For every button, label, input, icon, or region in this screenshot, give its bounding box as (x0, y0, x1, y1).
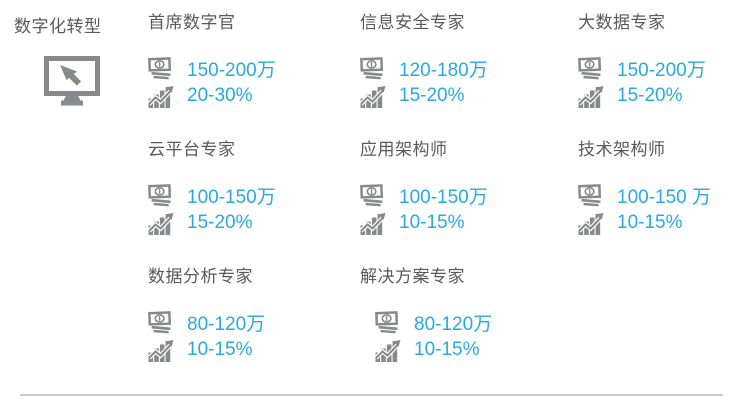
growth-chart-icon (148, 339, 174, 362)
role-title: 首席数字官 (148, 13, 236, 32)
role-stats: 100-150万 15-20% (148, 181, 360, 237)
role-stats: 100-150 万 10-15% (578, 181, 750, 237)
bottom-divider (20, 394, 723, 396)
role-cards-grid: 首席数字官 150-200万 20-30% 信息安全专家 120-180万 (148, 12, 750, 393)
salary-row: 150-200万 (148, 54, 360, 82)
growth-value: 20-30% (187, 85, 253, 106)
growth-chart-icon (360, 212, 386, 235)
salary-value: 100-150 万 (617, 186, 712, 208)
salary-row: 80-120万 (148, 308, 360, 336)
role-card-bigdata: 大数据专家 150-200万 15-20% (578, 12, 750, 139)
role-title: 云平台专家 (148, 140, 236, 159)
growth-value: 10-15% (187, 339, 253, 360)
growth-row: 10-15% (148, 336, 360, 364)
growth-chart-icon (578, 212, 604, 235)
growth-value: 10-15% (414, 339, 480, 360)
role-stats: 100-150万 10-15% (360, 181, 578, 237)
growth-row: 10-15% (360, 209, 578, 237)
role-stats: 150-200万 15-20% (578, 54, 750, 110)
salary-row: 100-150 万 (578, 181, 750, 209)
role-card-cdo: 首席数字官 150-200万 20-30% (148, 12, 360, 139)
growth-row: 15-20% (148, 209, 360, 237)
role-stats: 150-200万 20-30% (148, 54, 360, 110)
banknotes-icon (375, 311, 401, 334)
role-title: 信息安全专家 (360, 13, 465, 32)
salary-row: 120-180万 (360, 54, 578, 82)
growth-row: 10-15% (578, 209, 750, 237)
salary-row: 100-150万 (148, 181, 360, 209)
salary-value: 150-200万 (617, 59, 706, 81)
banknotes-icon (148, 57, 174, 80)
role-title: 数据分析专家 (148, 267, 253, 286)
category-block: 数字化转型 (14, 12, 144, 37)
growth-row: 15-20% (360, 82, 578, 110)
banknotes-icon (148, 311, 174, 334)
monitor-cursor-icon (44, 56, 100, 106)
role-card-infosec: 信息安全专家 120-180万 15-20% (360, 12, 578, 139)
banknotes-icon (360, 184, 386, 207)
growth-value: 10-15% (617, 212, 683, 233)
salary-row: 150-200万 (578, 54, 750, 82)
growth-chart-icon (360, 85, 386, 108)
growth-row: 15-20% (578, 82, 750, 110)
salary-value: 100-150万 (187, 186, 276, 208)
salary-value: 120-180万 (399, 59, 488, 81)
role-stats: 120-180万 15-20% (360, 54, 578, 110)
salary-value: 100-150万 (399, 186, 488, 208)
salary-value: 150-200万 (187, 59, 276, 81)
role-card-cloud: 云平台专家 100-150万 15-20% (148, 139, 360, 266)
growth-value: 10-15% (399, 212, 465, 233)
role-title: 技术架构师 (578, 140, 666, 159)
role-card-solution: 解决方案专家 80-120万 10-15% (360, 266, 578, 393)
banknotes-icon (148, 184, 174, 207)
role-card-tech-architect: 技术架构师 100-150 万 10-15% (578, 139, 750, 266)
category-title: 数字化转型 (14, 17, 102, 36)
salary-value: 80-120万 (187, 313, 266, 335)
growth-chart-icon (148, 212, 174, 235)
role-title: 解决方案专家 (360, 267, 465, 286)
role-title: 大数据专家 (578, 13, 666, 32)
growth-chart-icon (578, 85, 604, 108)
growth-row: 20-30% (148, 82, 360, 110)
salary-row: 80-120万 (375, 308, 578, 336)
role-stats: 80-120万 10-15% (375, 308, 578, 364)
growth-chart-icon (375, 339, 401, 362)
role-stats: 80-120万 10-15% (148, 308, 360, 364)
salary-row: 100-150万 (360, 181, 578, 209)
growth-value: 15-20% (187, 212, 253, 233)
role-card-app-architect: 应用架构师 100-150万 10-15% (360, 139, 578, 266)
role-title: 应用架构师 (360, 140, 448, 159)
role-card-data-analysis: 数据分析专家 80-120万 10-15% (148, 266, 360, 393)
growth-row: 10-15% (375, 336, 578, 364)
banknotes-icon (360, 57, 386, 80)
salary-value: 80-120万 (414, 313, 493, 335)
growth-value: 15-20% (399, 85, 465, 106)
growth-chart-icon (148, 85, 174, 108)
banknotes-icon (578, 57, 604, 80)
growth-value: 15-20% (617, 85, 683, 106)
banknotes-icon (578, 184, 604, 207)
